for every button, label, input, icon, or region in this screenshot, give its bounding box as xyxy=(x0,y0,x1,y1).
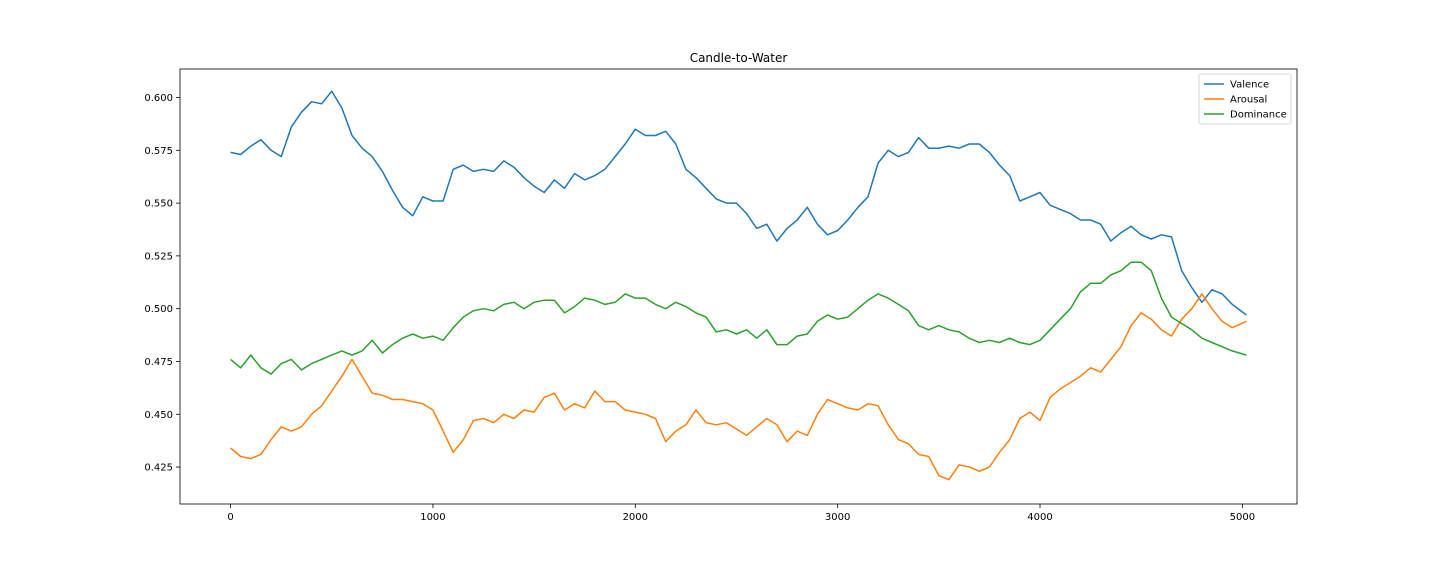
legend: Valence Arousal Dominance xyxy=(1199,74,1291,124)
y-tick-label: 0.475 xyxy=(144,357,173,368)
y-tick-label: 0.425 xyxy=(144,463,173,474)
plot-area xyxy=(180,69,1297,504)
x-axis: 0 1000 2000 3000 4000 5000 xyxy=(227,504,1255,523)
x-tick-label: 5000 xyxy=(1230,512,1255,523)
x-tick-label: 0 xyxy=(227,512,233,523)
legend-label-valence: Valence xyxy=(1230,80,1269,91)
y-axis: 0.425 0.450 0.475 0.500 0.525 0.550 0.575 0.600 xyxy=(144,93,180,474)
y-tick-label: 0.575 xyxy=(144,146,173,157)
x-tick-label: 4000 xyxy=(1027,512,1052,523)
x-tick-label: 1000 xyxy=(420,512,445,523)
legend-label-arousal: Arousal xyxy=(1230,95,1267,106)
y-tick-label: 0.550 xyxy=(144,199,173,210)
x-tick-label: 2000 xyxy=(623,512,648,523)
y-tick-label: 0.525 xyxy=(144,251,173,262)
y-tick-label: 0.600 xyxy=(144,93,173,104)
y-tick-label: 0.500 xyxy=(144,304,173,315)
chart-title: Candle-to-Water xyxy=(690,51,788,65)
y-tick-label: 0.450 xyxy=(144,410,173,421)
legend-label-dominance: Dominance xyxy=(1230,110,1287,121)
x-tick-label: 3000 xyxy=(825,512,850,523)
